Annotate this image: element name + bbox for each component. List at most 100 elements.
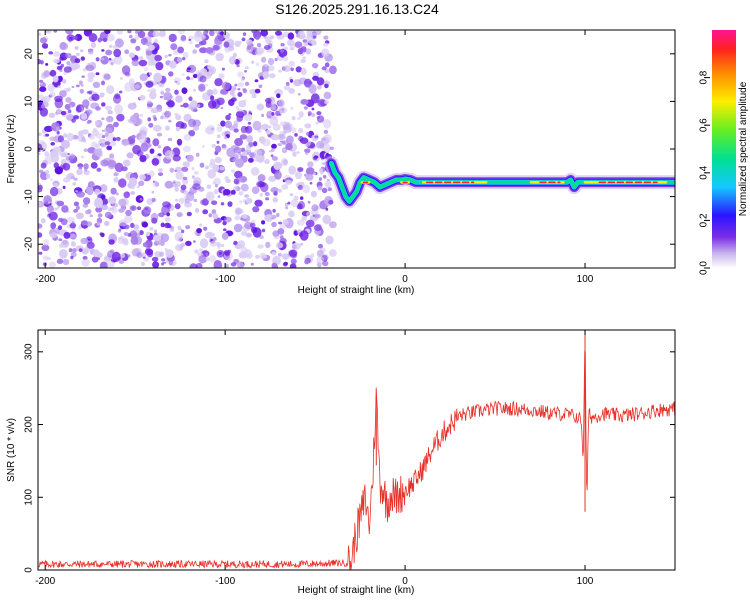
- noise-blob: [316, 140, 325, 149]
- noise-blob: [224, 46, 231, 53]
- noise-blob: [118, 228, 122, 231]
- noise-blob: [322, 174, 327, 179]
- noise-blob: [59, 42, 69, 51]
- noise-blob: [207, 196, 211, 199]
- noise-blob: [254, 88, 261, 94]
- noise-blob: [116, 30, 124, 35]
- noise-blob: [233, 186, 238, 191]
- noise-blob: [265, 197, 270, 201]
- noise-blob: [176, 212, 183, 218]
- noise-blob: [261, 220, 266, 225]
- noise-blob: [49, 211, 58, 221]
- noise-blob: [70, 175, 75, 180]
- noise-blob: [233, 223, 243, 233]
- noise-blob: [188, 118, 196, 128]
- noise-blob: [316, 249, 324, 258]
- noise-blob: [212, 213, 219, 220]
- noise-blob: [71, 241, 77, 247]
- noise-blob: [253, 141, 258, 147]
- chart-title: S126.2025.291.16.13.C24: [275, 1, 439, 17]
- noise-blob: [75, 212, 84, 220]
- noise-blob: [295, 183, 299, 186]
- y-tick-label: 200: [24, 416, 35, 433]
- noise-blob: [45, 133, 50, 137]
- noise-blob: [321, 48, 330, 57]
- noise-blob: [139, 155, 147, 163]
- noise-blob: [251, 60, 255, 64]
- noise-blob: [223, 216, 232, 223]
- noise-blob: [181, 166, 189, 172]
- noise-blob: [111, 202, 118, 208]
- noise-blob: [65, 87, 71, 92]
- noise-blob: [135, 45, 141, 52]
- noise-blob: [270, 154, 274, 158]
- noise-blob: [86, 187, 94, 196]
- noise-blob: [231, 97, 237, 102]
- noise-blob: [221, 144, 227, 149]
- noise-blob: [108, 239, 115, 245]
- noise-blob: [119, 253, 126, 259]
- noise-blob: [225, 179, 231, 183]
- noise-blob: [38, 201, 42, 207]
- noise-blob: [204, 83, 208, 87]
- noise-blob: [38, 232, 43, 238]
- noise-blob: [121, 166, 128, 172]
- noise-blob: [175, 171, 184, 180]
- noise-blob: [160, 115, 164, 120]
- noise-blob: [211, 143, 216, 148]
- noise-blob: [121, 65, 131, 76]
- noise-blob: [305, 167, 315, 176]
- noise-blob: [163, 92, 173, 101]
- noise-blob: [232, 52, 237, 58]
- noise-blob: [321, 162, 326, 165]
- noise-blob: [68, 248, 73, 253]
- noise-blob: [274, 157, 278, 161]
- noise-blob: [136, 185, 141, 189]
- noise-blob: [195, 262, 203, 268]
- x-tick-label: 0: [402, 274, 408, 285]
- noise-blob: [237, 82, 244, 87]
- noise-blob: [316, 111, 322, 116]
- noise-blob: [88, 134, 96, 140]
- noise-blob: [38, 152, 41, 156]
- noise-blob: [80, 49, 84, 53]
- noise-blob: [188, 96, 193, 101]
- noise-blob: [250, 167, 260, 176]
- noise-blob: [169, 60, 177, 69]
- noise-blob: [104, 211, 112, 219]
- noise-blob: [182, 161, 190, 168]
- noise-blob: [157, 172, 164, 177]
- noise-blob: [172, 181, 176, 184]
- noise-blob: [304, 148, 311, 154]
- noise-blob: [280, 43, 285, 47]
- noise-blob: [168, 54, 172, 57]
- y-tick-label: 0: [24, 567, 35, 573]
- snr-x-ticks: -200 -100 0 100: [35, 330, 594, 587]
- noise-blob: [139, 73, 148, 82]
- noise-blob: [300, 196, 304, 201]
- noise-blob: [81, 136, 86, 141]
- noise-blob: [141, 221, 149, 228]
- noise-blob: [107, 196, 116, 204]
- noise-blob: [287, 39, 295, 46]
- noise-blob: [237, 88, 241, 91]
- noise-blob: [144, 207, 149, 211]
- noise-blob: [106, 33, 115, 42]
- noise-blob: [140, 142, 149, 152]
- noise-blob: [65, 97, 72, 103]
- noise-blob: [220, 107, 224, 109]
- noise-blob: [72, 182, 77, 186]
- noise-blob: [100, 143, 107, 148]
- noise-blob: [80, 155, 85, 159]
- noise-blob: [259, 136, 266, 144]
- noise-blob: [203, 226, 208, 231]
- noise-blob: [139, 113, 144, 118]
- noise-blob: [113, 176, 119, 183]
- noise-blob: [176, 57, 183, 63]
- noise-blob: [288, 249, 298, 257]
- noise-blob: [198, 41, 203, 46]
- noise-blob: [291, 244, 297, 250]
- noise-blob: [128, 52, 135, 58]
- noise-blob: [161, 258, 166, 262]
- noise-blob: [38, 94, 44, 100]
